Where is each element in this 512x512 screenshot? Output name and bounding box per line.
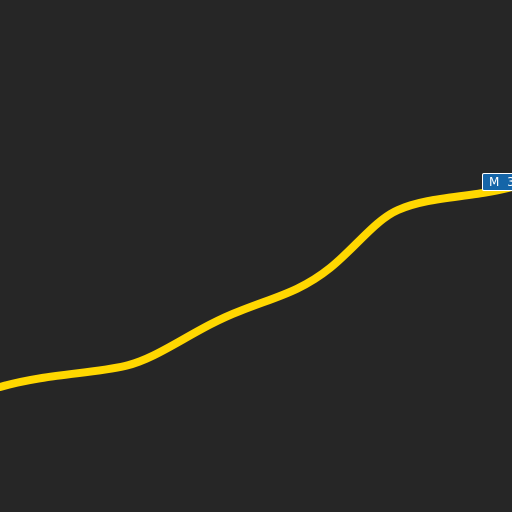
motorway-road[interactable]: [0, 183, 512, 391]
road-shield-m3: M 3: [482, 173, 512, 191]
